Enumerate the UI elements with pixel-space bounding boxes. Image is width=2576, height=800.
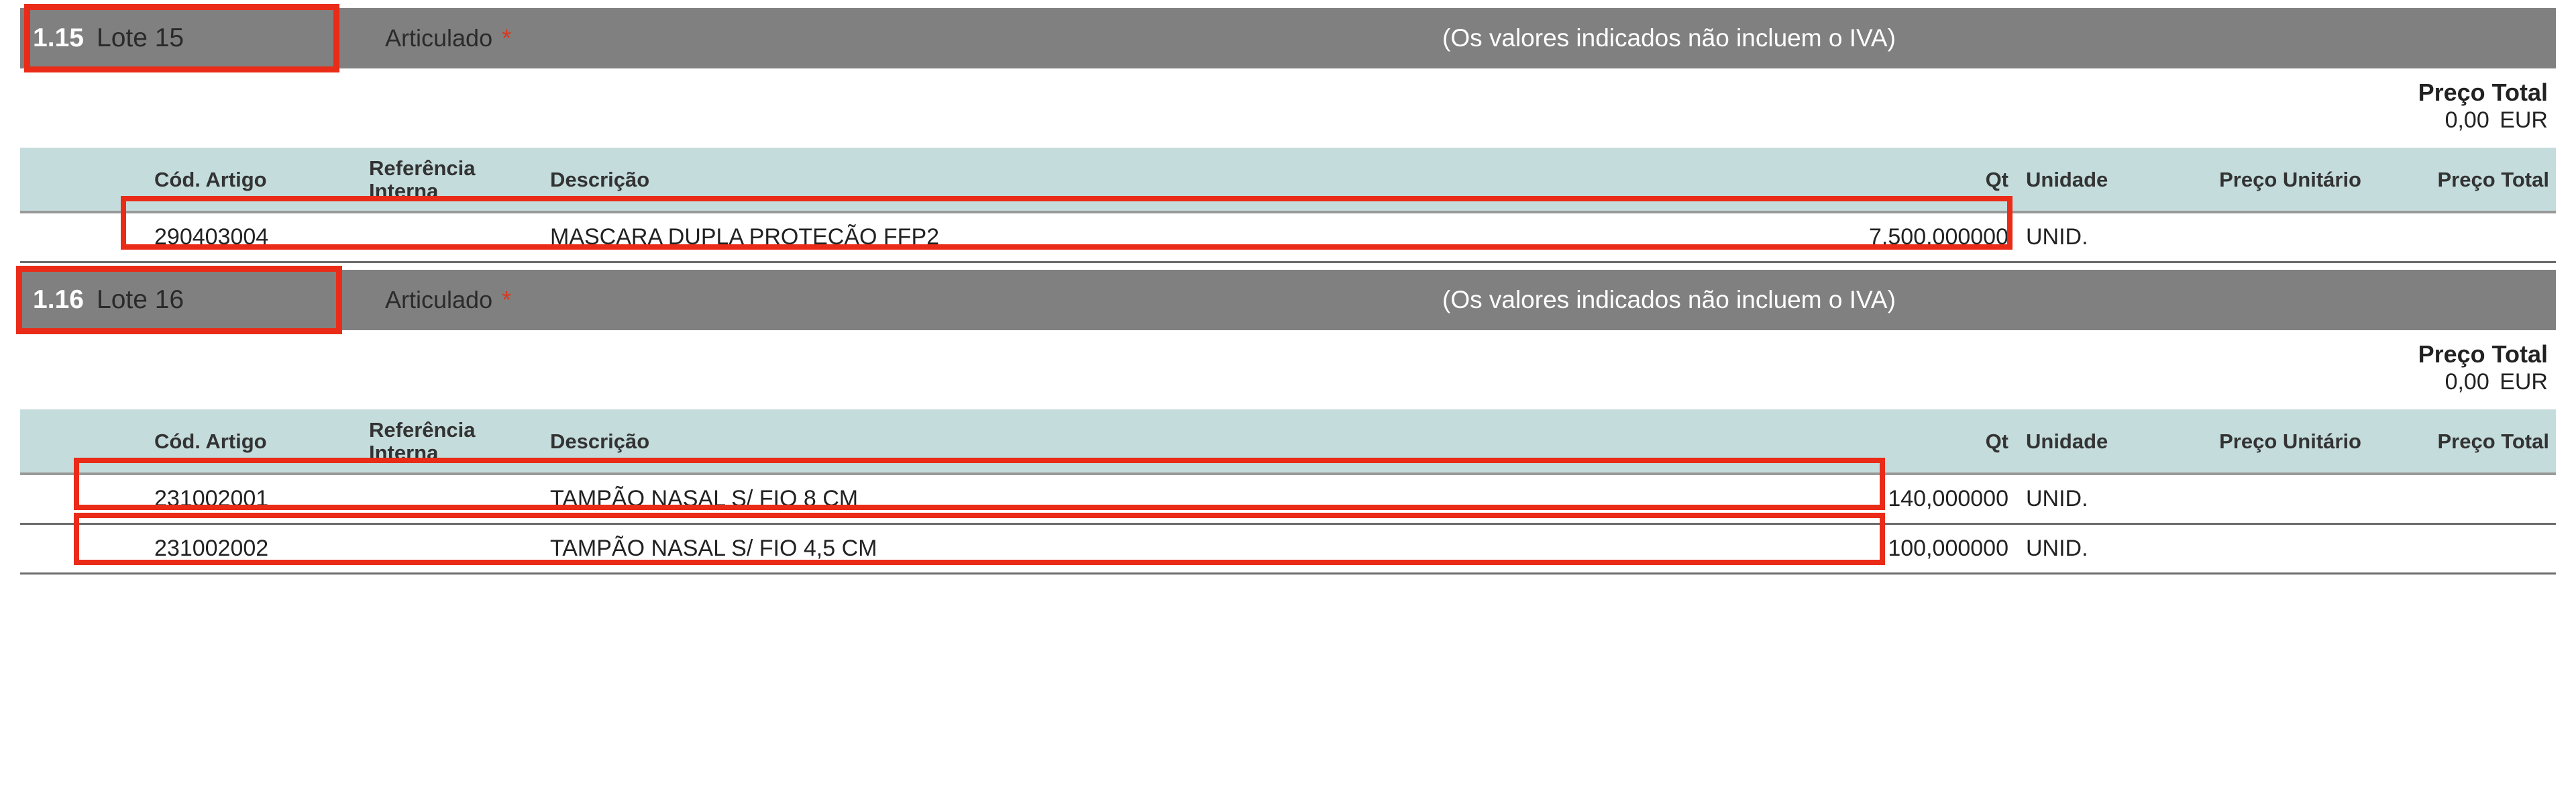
price-total-value: 0,00 [2445,107,2489,133]
col-referencia-interna: Referência Interna [362,409,543,474]
lote-total-strip: Preço Total 0,00 EUR [20,330,2556,409]
cell-spacer [20,524,148,574]
lote-name: Lote 15 [97,23,318,53]
cell-spacer [20,474,148,524]
col-preco-unitario: Preço Unitário [2207,409,2368,474]
cell-ref [362,212,543,262]
cell-pt [2368,474,2556,524]
col-referencia-interna: Referência Interna [362,148,543,212]
col-spacer [20,409,148,474]
items-thead: Cód. Artigo Referência Interna Descrição… [20,148,2556,212]
lote-table-wrap: Cód. Artigo Referência Interna Descrição… [20,409,2556,574]
col-preco-unitario: Preço Unitário [2207,148,2368,212]
col-descricao: Descrição [543,148,1787,212]
lote-number-chip: 1.16 [20,285,97,315]
lote-header-bar: 1.15 Lote 15 Articulado * (Os valores in… [20,8,2556,68]
col-cod-artigo: Cód. Artigo [148,148,362,212]
cell-pt [2368,524,2556,574]
table-row: 290403004 MASCARA DUPLA PROTEÇÃO FFP2 7.… [20,212,2556,262]
items-tbody: 231002001 TAMPÃO NASAL S/ FIO 8 CM 140,0… [20,474,2556,574]
articulado-text: Articulado [385,24,492,52]
cell-spacer [20,212,148,262]
iva-note: (Os valores indicados não incluem o IVA) [1442,24,1896,52]
cell-desc: TAMPÃO NASAL S/ FIO 8 CM [543,474,1787,524]
required-asterisk: * [502,24,511,52]
items-thead: Cód. Artigo Referência Interna Descrição… [20,409,2556,474]
table-row: 231002002 TAMPÃO NASAL S/ FIO 4,5 CM 100… [20,524,2556,574]
table-row: 231002001 TAMPÃO NASAL S/ FIO 8 CM 140,0… [20,474,2556,524]
col-preco-total: Preço Total [2368,148,2556,212]
cell-pu [2207,212,2368,262]
lote-total-strip: Preço Total 0,00 EUR [20,68,2556,148]
articulado-text: Articulado [385,286,492,313]
items-table: Cód. Artigo Referência Interna Descrição… [20,409,2556,574]
page-root: 1.15 Lote 15 Articulado * (Os valores in… [0,0,2576,595]
col-spacer [20,148,148,212]
col-qt: Qt [1787,409,2019,474]
cell-desc: TAMPÃO NASAL S/ FIO 4,5 CM [543,524,1787,574]
currency-label: EUR [2500,107,2548,133]
cell-pt [2368,212,2556,262]
cell-qt: 100,000000 [1787,524,2019,574]
cell-unid: UNID. [2019,524,2207,574]
lote-name: Lote 16 [97,285,318,315]
cell-desc: MASCARA DUPLA PROTEÇÃO FFP2 [543,212,1787,262]
cell-pu [2207,474,2368,524]
cell-unid: UNID. [2019,474,2207,524]
items-tbody: 290403004 MASCARA DUPLA PROTEÇÃO FFP2 7.… [20,212,2556,262]
col-descricao: Descrição [543,409,1787,474]
cell-qt: 7.500,000000 [1787,212,2019,262]
lote-number-chip: 1.15 [20,23,97,53]
lote-header-bar: 1.16 Lote 16 Articulado * (Os valores in… [20,270,2556,330]
col-unidade: Unidade [2019,409,2207,474]
items-table: Cód. Artigo Referência Interna Descrição… [20,148,2556,263]
cell-ref [362,474,543,524]
price-total-label: Preço Total [20,340,2548,368]
cell-ref [362,524,543,574]
cell-cod: 231002002 [148,524,362,574]
cell-qt: 140,000000 [1787,474,2019,524]
cell-cod: 290403004 [148,212,362,262]
required-asterisk: * [502,286,511,313]
price-total-value-row: 0,00 EUR [20,107,2548,134]
iva-note: (Os valores indicados não incluem o IVA) [1442,286,1896,314]
cell-unid: UNID. [2019,212,2207,262]
price-total-value-row: 0,00 EUR [20,368,2548,396]
lote-table-wrap: Cód. Artigo Referência Interna Descrição… [20,148,2556,263]
currency-label: EUR [2500,369,2548,395]
cell-cod: 231002001 [148,474,362,524]
articulado-label: Articulado * [385,286,511,314]
col-unidade: Unidade [2019,148,2207,212]
col-cod-artigo: Cód. Artigo [148,409,362,474]
price-total-label: Preço Total [20,78,2548,107]
col-preco-total: Preço Total [2368,409,2556,474]
articulado-label: Articulado * [385,24,511,52]
price-total-value: 0,00 [2445,369,2489,395]
col-qt: Qt [1787,148,2019,212]
cell-pu [2207,524,2368,574]
